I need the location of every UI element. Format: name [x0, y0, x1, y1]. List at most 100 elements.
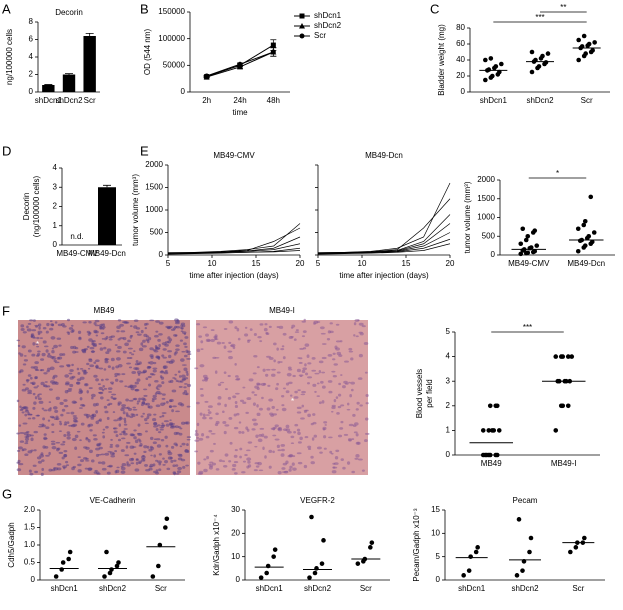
nucleus — [256, 412, 261, 416]
nucleus — [79, 376, 85, 380]
nucleus — [186, 438, 191, 441]
nucleus — [244, 326, 248, 329]
nucleus — [52, 374, 58, 378]
nucleus — [16, 399, 20, 403]
nucleus — [301, 390, 306, 394]
nucleus — [280, 443, 286, 447]
nucleus — [45, 385, 51, 388]
nucleus — [233, 454, 238, 458]
nucleus — [280, 453, 285, 457]
data-point — [104, 549, 109, 555]
marker — [299, 23, 305, 29]
data-point — [514, 573, 520, 578]
nucleus — [304, 435, 309, 439]
nucleus — [268, 325, 272, 328]
nucleus — [23, 355, 27, 357]
data-point — [321, 538, 326, 543]
nucleus — [135, 458, 139, 462]
nucleus — [58, 430, 62, 433]
nucleus — [277, 427, 281, 431]
nucleus — [171, 389, 177, 393]
nucleus — [316, 446, 322, 450]
nucleus — [343, 433, 349, 436]
nucleus — [79, 459, 85, 463]
nucleus — [113, 419, 119, 422]
nucleus — [38, 400, 44, 404]
nucleus — [296, 428, 301, 432]
nucleus — [140, 342, 144, 346]
nucleus — [77, 456, 81, 459]
nucleus — [245, 411, 249, 414]
nucleus — [54, 321, 58, 324]
panel-letter: F — [2, 303, 10, 318]
nucleus — [140, 397, 146, 401]
nucleus — [285, 382, 290, 386]
nucleus — [247, 339, 251, 342]
y-axis-label: OD (544 nm) — [143, 29, 152, 76]
nucleus — [268, 465, 272, 469]
nucleus — [174, 318, 179, 322]
nucleus — [133, 319, 139, 322]
nucleus — [41, 352, 46, 357]
nucleus — [236, 412, 240, 416]
x-tick-label: MB49-CMV — [508, 259, 550, 268]
y-tick-label: 150000 — [158, 7, 185, 16]
nucleus — [228, 416, 233, 420]
nucleus — [335, 340, 341, 343]
nucleus — [131, 457, 134, 461]
data-point — [565, 403, 571, 409]
nucleus — [348, 423, 354, 427]
nucleus — [200, 394, 204, 397]
nucleus — [43, 372, 48, 375]
nucleus — [124, 385, 128, 388]
nucleus — [234, 404, 239, 409]
nucleus — [145, 335, 150, 338]
nucleus — [110, 395, 114, 399]
nucleus — [110, 357, 115, 362]
nucleus — [118, 423, 122, 427]
nucleus — [50, 380, 55, 384]
nucleus — [168, 354, 172, 359]
data-point — [272, 547, 278, 552]
nucleus — [184, 377, 189, 380]
nucleus — [158, 333, 163, 336]
nucleus — [132, 406, 136, 409]
nucleus — [265, 332, 270, 336]
nucleus — [54, 409, 59, 413]
nucleus — [144, 422, 149, 425]
data-point — [355, 561, 361, 566]
nucleus — [277, 470, 282, 475]
nucleus — [111, 366, 115, 370]
nucleus — [97, 461, 102, 464]
nucleus — [258, 469, 264, 472]
nucleus — [186, 383, 192, 388]
nucleus — [44, 446, 49, 449]
nucleus — [324, 424, 327, 426]
nucleus — [332, 358, 336, 361]
data-point — [490, 73, 495, 79]
nucleus — [132, 384, 137, 388]
nucleus — [253, 355, 258, 358]
nucleus — [129, 433, 135, 437]
y-tick-label: 60 — [456, 39, 465, 48]
nucleus — [24, 436, 28, 438]
nucleus — [126, 406, 130, 410]
y-tick-label: 1000 — [145, 205, 163, 214]
nucleus — [74, 446, 78, 450]
y-tick-label: 15 — [431, 505, 440, 514]
nucleus — [101, 388, 105, 392]
nucleus — [215, 468, 220, 471]
nucleus — [355, 408, 359, 411]
series-line — [317, 198, 451, 254]
nucleus — [18, 370, 22, 374]
nucleus — [78, 407, 83, 409]
y-tick-label: 1500 — [477, 194, 495, 203]
nucleus — [117, 363, 123, 368]
nucleus — [224, 424, 230, 427]
series-line — [317, 238, 451, 254]
nucleus — [336, 411, 340, 415]
nucleus — [51, 446, 57, 450]
nucleus — [124, 342, 130, 347]
y-tick-label: 2 — [29, 70, 34, 79]
nucleus — [202, 326, 208, 329]
